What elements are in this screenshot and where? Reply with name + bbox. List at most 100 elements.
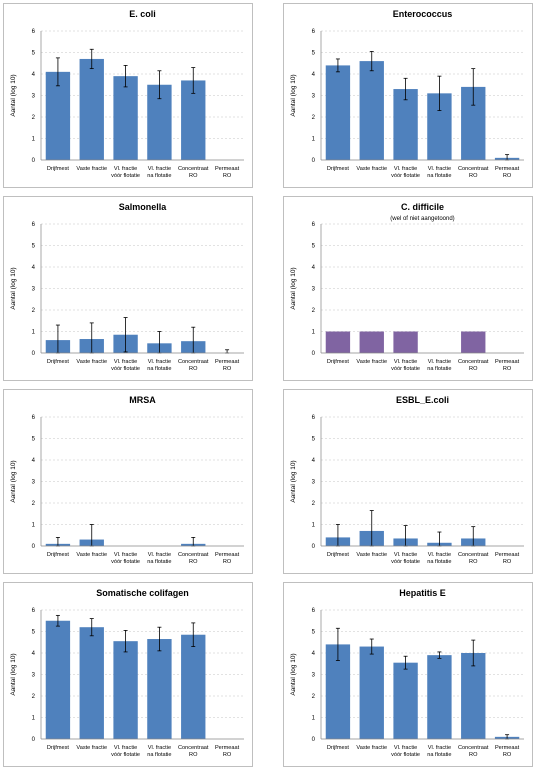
y-tick-label: 2 (32, 694, 36, 700)
chart-title: MRSA (129, 395, 156, 405)
y-tick-label: 3 (312, 673, 316, 679)
y-tick-label: 4 (32, 651, 36, 657)
x-tick-label: Vl. fractie (428, 552, 451, 558)
x-tick-label: Vl. fractie (428, 166, 451, 172)
bar (147, 639, 172, 739)
y-tick-label: 2 (32, 501, 36, 507)
y-tick-label: 1 (32, 716, 36, 722)
y-tick-label: 1 (312, 330, 316, 336)
x-tick-label: Drijfmest (327, 745, 350, 751)
x-tick-label: RO (223, 173, 232, 179)
y-tick-label: 5 (312, 630, 316, 636)
chart-panel: Salmonella Aantal (log 10) 0 1 2 3 4 5 6 Drijfmes… (3, 196, 253, 381)
x-tick-label: RO (503, 366, 512, 372)
y-tick-label: 4 (32, 265, 36, 271)
y-tick-label: 5 (32, 244, 36, 250)
bar (427, 655, 452, 739)
x-tick-label: na flotatie (147, 559, 171, 565)
chart-title: ESBL_E.coli (396, 395, 449, 405)
y-tick-label: 5 (312, 51, 316, 57)
bar (113, 641, 138, 739)
x-tick-label: RO (503, 559, 512, 565)
chart-panel: Somatische colifagen Aantal (log 10) 0 1 2 3 4… (3, 582, 253, 767)
y-tick-label: 0 (32, 544, 36, 550)
x-tick-label: RO (223, 559, 232, 565)
x-tick-label: RO (189, 559, 198, 565)
x-tick-label: Permeaat (215, 552, 240, 558)
y-axis-label: Aantal (log 10) (290, 653, 297, 695)
y-tick-label: 6 (32, 415, 36, 421)
x-tick-label: Vaste fractie (76, 359, 107, 365)
x-tick-label: Drijfmest (47, 166, 70, 172)
y-tick-label: 4 (32, 72, 36, 78)
x-tick-label: na flotatie (147, 366, 171, 372)
bar (393, 662, 418, 739)
bar (359, 331, 384, 353)
x-tick-label: Vaste fractie (76, 745, 107, 751)
bar (461, 331, 486, 353)
x-tick-label: na flotatie (147, 752, 171, 758)
y-tick-label: 2 (312, 115, 316, 121)
x-tick-label: vóór flotatie (111, 559, 140, 565)
y-tick-label: 5 (32, 51, 36, 57)
chart-panel: Hepatitis E Aantal (log 10) 0 1 2 3 4 5 6 Drijfme… (283, 582, 533, 767)
x-tick-label: Permeaat (215, 166, 240, 172)
x-tick-label: vóór flotatie (391, 366, 420, 372)
y-tick-label: 6 (312, 29, 316, 35)
x-tick-label: Drijfmest (47, 745, 70, 751)
chart-title: Hepatitis E (399, 588, 446, 598)
chart-panel: Enterococcus Aantal (log 10) 0 1 2 3 4 5 6 Drijfm… (283, 3, 533, 188)
y-axis-label: Aantal (log 10) (10, 74, 17, 116)
y-tick-label: 3 (312, 94, 316, 100)
x-tick-label: RO (469, 752, 478, 758)
bar (181, 634, 206, 739)
x-tick-label: na flotatie (147, 173, 171, 179)
x-tick-label: Permeaat (495, 359, 520, 365)
y-tick-label: 6 (32, 29, 36, 35)
x-tick-label: Vl. fractie (114, 359, 137, 365)
y-axis-label: Aantal (log 10) (290, 74, 297, 116)
y-tick-label: 1 (32, 523, 36, 529)
y-tick-label: 2 (312, 308, 316, 314)
x-tick-label: Vl. fractie (114, 552, 137, 558)
y-tick-label: 4 (312, 651, 316, 657)
chart-title: Salmonella (119, 202, 168, 212)
y-tick-label: 0 (312, 351, 316, 357)
x-tick-label: Concentraat (458, 552, 489, 558)
y-tick-label: 5 (32, 630, 36, 636)
bar (79, 627, 104, 739)
x-tick-label: vóór flotatie (111, 752, 140, 758)
x-tick-label: Vl. fractie (428, 359, 451, 365)
x-tick-label: RO (503, 173, 512, 179)
x-tick-label: Permeaat (495, 552, 520, 558)
x-tick-label: Vl. fractie (394, 359, 417, 365)
y-axis-label: Aantal (log 10) (290, 460, 297, 502)
bar (461, 653, 486, 739)
bar (325, 331, 351, 353)
y-tick-label: 0 (312, 737, 316, 743)
bar (359, 646, 384, 739)
chart-subtitle: (wel of niet aangetoond) (390, 216, 454, 222)
y-tick-label: 5 (312, 244, 316, 250)
y-tick-label: 6 (312, 608, 316, 614)
y-axis-label: Aantal (log 10) (10, 653, 17, 695)
x-tick-label: Vl. fractie (148, 745, 171, 751)
bar (359, 61, 384, 160)
x-tick-label: Vaste fractie (356, 359, 387, 365)
y-tick-label: 3 (32, 480, 36, 486)
x-tick-label: RO (503, 752, 512, 758)
bar (45, 620, 71, 739)
x-tick-label: RO (223, 366, 232, 372)
chart-panel: C. difficile (wel of niet aangetoond) Aant… (283, 196, 533, 381)
bar (113, 76, 138, 160)
y-tick-label: 5 (312, 437, 316, 443)
y-tick-label: 4 (312, 265, 316, 271)
x-tick-label: Drijfmest (327, 166, 350, 172)
y-tick-label: 1 (312, 137, 316, 143)
y-tick-label: 0 (32, 158, 36, 164)
bar (393, 331, 418, 353)
x-tick-label: vóór flotatie (391, 173, 420, 179)
x-tick-label: Vl. fractie (148, 552, 171, 558)
x-tick-label: Vaste fractie (356, 745, 387, 751)
x-tick-label: na flotatie (427, 366, 451, 372)
